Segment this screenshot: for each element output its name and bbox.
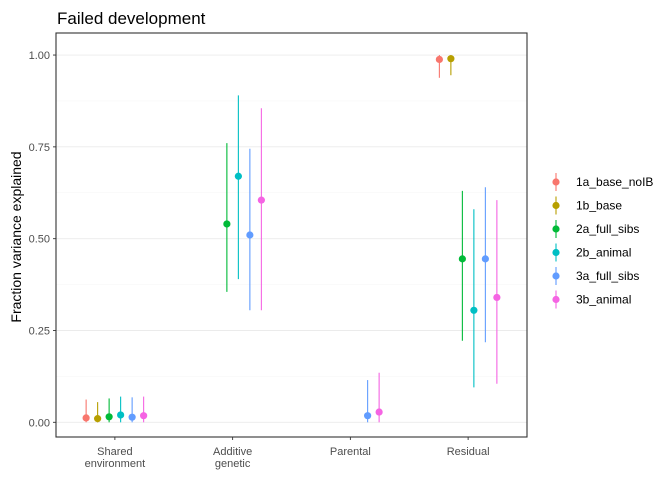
x-tick-label: Parental (330, 446, 371, 458)
data-point (140, 412, 148, 420)
x-tick-label: Shared environment (85, 446, 146, 470)
data-point (223, 220, 231, 228)
chart-title: Failed development (57, 9, 206, 28)
legend-label: 3a_full_sibs (576, 269, 639, 283)
data-point (82, 414, 90, 422)
legend-key-point (552, 248, 560, 257)
y-tick-label: 0.25 (29, 325, 50, 337)
legend-key-point (552, 295, 560, 304)
legend-key-point (552, 272, 560, 280)
legend-label: 2b_animal (576, 246, 631, 260)
data-point (246, 231, 254, 239)
data-point (470, 306, 478, 314)
data-point (447, 55, 455, 63)
x-tick-label: Additive genetic (213, 446, 252, 470)
x-tick-label: Residual (447, 446, 490, 458)
data-point (481, 255, 489, 263)
legend-item: 3a_full_sibs (552, 267, 639, 285)
legend-item: 3b_animal (552, 290, 631, 309)
data-point (234, 172, 242, 180)
y-tick-label: 0.00 (29, 417, 50, 429)
data-point (435, 55, 443, 64)
data-point (117, 411, 125, 419)
plot-border (55, 32, 528, 438)
data-point (458, 255, 466, 263)
legend-label: 3b_animal (576, 293, 631, 307)
data-point (375, 408, 383, 416)
legend-key-point (552, 225, 560, 233)
y-tick-label: 1.00 (29, 50, 50, 62)
y-tick-label: 0.75 (29, 142, 50, 154)
legend-item: 2a_full_sibs (552, 220, 639, 238)
data-point (493, 293, 501, 302)
legend-key-point (552, 201, 560, 210)
legend-key-point (552, 178, 560, 186)
data-point (364, 412, 372, 420)
y-axis-title: Fraction variance explained (8, 151, 24, 322)
legend-label: 2a_full_sibs (576, 222, 639, 236)
legend-item: 1a_base_noIB (552, 173, 653, 191)
legend-label: 1b_base (576, 199, 622, 213)
plot-panel (56, 33, 527, 437)
legend-item: 2b_animal (552, 243, 631, 262)
data-point (128, 413, 136, 421)
legend-label: 1a_base_noIB (576, 175, 653, 189)
data-point (94, 415, 102, 423)
legend-item: 1b_base (552, 196, 622, 215)
y-tick-label: 0.50 (29, 234, 50, 246)
data-point (105, 413, 113, 421)
data-point (257, 196, 265, 204)
